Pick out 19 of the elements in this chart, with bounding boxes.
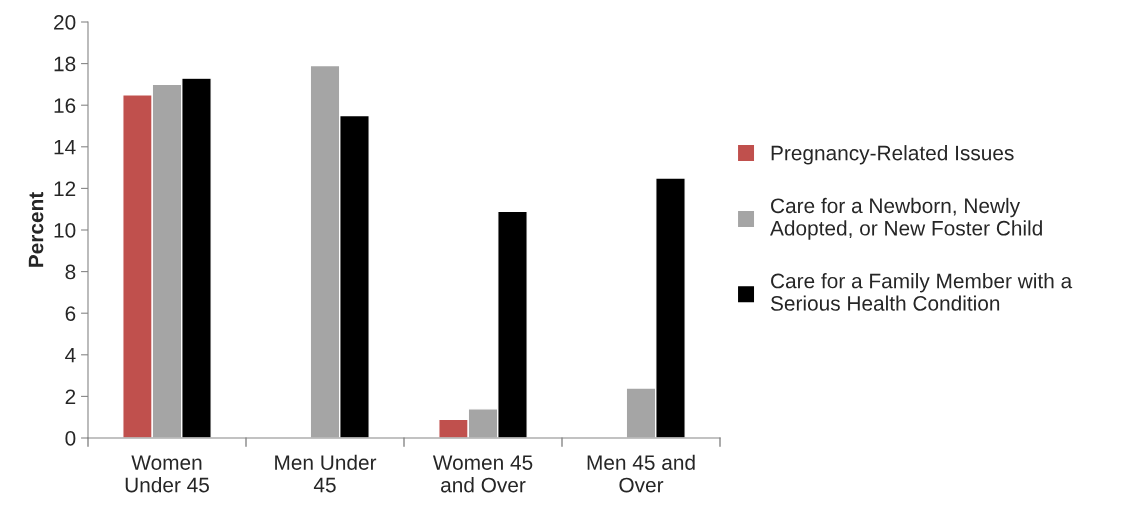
x-tick-label: Women 45 and Over bbox=[432, 455, 533, 493]
y-tick-label: 6 bbox=[65, 306, 76, 321]
y-tick-label: 12 bbox=[54, 181, 76, 196]
y-tick-label: 8 bbox=[65, 264, 76, 280]
legend-label: Care for a Newborn, Newly Adopted, or New Foster Child bbox=[770, 197, 1042, 240]
y-tick-label: 14 bbox=[54, 140, 76, 155]
legend-label: Pregnancy-Related Issues bbox=[771, 145, 1014, 165]
y-tick-label: 2 bbox=[65, 389, 76, 404]
y-tick-label: 0 bbox=[65, 431, 76, 446]
x-tick-label: Men Under 45 bbox=[275, 454, 377, 493]
y-tick-label: 18 bbox=[54, 56, 76, 72]
x-tick-label: Men 45 and Over bbox=[587, 454, 695, 493]
y-tick-label: 10 bbox=[54, 223, 76, 238]
y-tick-label: 16 bbox=[54, 98, 76, 113]
y-tick-label: 4 bbox=[65, 348, 76, 363]
legend-label: Care for a Family Member with a Serious Health Condition bbox=[770, 273, 1073, 311]
y-tick-label: 20 bbox=[54, 15, 76, 30]
y-axis-title: Percent bbox=[28, 192, 44, 267]
x-tick-label: Women Under 45 bbox=[125, 455, 209, 493]
